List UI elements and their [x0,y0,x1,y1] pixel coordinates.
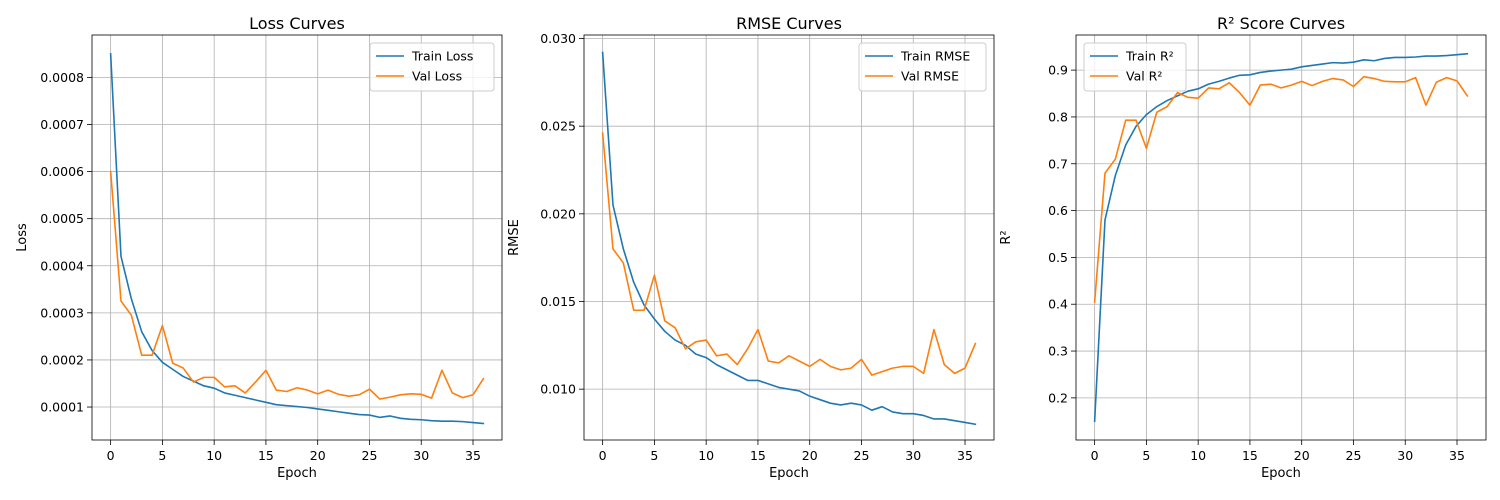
rmse-legend-val-label: Val RMSE [901,69,959,84]
loss-y-tick-label: 0.0005 [40,211,84,226]
rmse-val-series-line [601,132,977,376]
loss-panel: 0 5 10 15 20 25 30 35 0.0001 0.0002 0.0003 0.0004 0.… [15,14,503,481]
loss-y-tick-label: 0.0006 [40,164,84,179]
loss-chart-title: Loss Curves [249,14,345,33]
loss-x-tick-label: 35 [465,448,481,463]
r2-x-tick-label: 35 [1449,448,1465,463]
r2-y-tick-label: 0.5 [1048,250,1068,265]
loss-x-axis-label: Epoch [277,466,317,481]
loss-legend: Train Loss Val Loss [369,42,495,92]
rmse-y-tick-label: 0.010 [540,382,576,397]
loss-x-tick-label: 10 [206,448,222,463]
rmse-chart-title: RMSE Curves [736,14,842,33]
loss-y-axis-label: Loss [15,223,30,252]
r2-y-tick-label: 0.3 [1048,344,1068,359]
rmse-x-tick-label: 25 [854,448,870,463]
rmse-legend: Train RMSE Val RMSE [858,42,987,92]
loss-y-tick-label: 0.0008 [40,70,84,85]
loss-x-tick-label: 15 [258,448,274,463]
loss-legend-val-label: Val Loss [412,69,462,84]
rmse-y-axis-label: RMSE [507,219,522,256]
r2-x-tick-label: 30 [1397,448,1413,463]
loss-plot-frame [91,34,503,441]
loss-val-series-line [109,170,485,400]
r2-y-tick-label: 0.8 [1048,109,1068,124]
r2-legend-val-label: Val R² [1126,69,1162,84]
rmse-x-tick-label: 15 [750,448,766,463]
rmse-plot-frame [583,34,995,441]
r2-x-tick-label: 0 [1091,448,1099,463]
r2-x-tick-label: 25 [1346,448,1362,463]
rmse-x-tick-label: 35 [957,448,973,463]
r2-train-series-line [1093,52,1469,423]
rmse-legend-box [858,42,987,92]
loss-x-tick-label: 0 [107,448,115,463]
r2-plot-frame [1075,34,1487,441]
rmse-x-tick-label: 5 [650,448,658,463]
loss-x-tick-label: 20 [310,448,326,463]
rmse-x-tick-label: 20 [802,448,818,463]
rmse-train-series-line [601,51,977,426]
loss-y-tick-label: 0.0001 [40,400,84,415]
r2-x-axis-label: Epoch [1261,466,1301,481]
rmse-x-axis-label: Epoch [769,466,809,481]
r2-y-axis-label: R² [999,230,1014,244]
rmse-y-tick-label: 0.015 [540,294,576,309]
loss-x-tick-label: 5 [158,448,166,463]
loss-y-tick-label: 0.0002 [40,352,84,367]
loss-legend-train-label: Train Loss [411,49,473,64]
r2-x-tick-label: 5 [1142,448,1150,463]
r2-y-tick-label: 0.2 [1048,390,1068,405]
r2-y-tick-label: 0.6 [1048,203,1068,218]
rmse-legend-train-label: Train RMSE [900,49,970,64]
loss-y-tick-label: 0.0007 [40,117,84,132]
r2-x-tick-label: 15 [1242,448,1258,463]
r2-x-tick-label: 10 [1190,448,1206,463]
r2-legend-train-label: Train R² [1125,49,1174,64]
rmse-y-tick-label: 0.030 [540,31,576,46]
loss-y-tick-label: 0.0003 [40,305,84,320]
r2-x-tick-label: 20 [1294,448,1310,463]
loss-train-series-line [109,53,485,425]
r2-chart-title: R² Score Curves [1217,14,1345,33]
r2-y-tick-label: 0.9 [1048,63,1068,78]
loss-x-tick-label: 30 [413,448,429,463]
r2-y-tick-label: 0.7 [1048,156,1068,171]
r2-legend-box [1083,42,1187,92]
r2-legend: Train R² Val R² [1083,42,1187,92]
rmse-x-tick-label: 10 [698,448,714,463]
loss-legend-box [369,42,495,92]
rmse-x-tick-label: 0 [599,448,607,463]
r2-y-tick-label: 0.4 [1048,297,1068,312]
loss-x-tick-label: 25 [362,448,378,463]
rmse-y-tick-label: 0.025 [540,119,576,134]
r2-panel: 0 5 10 15 20 25 30 35 0.2 0.3 0.4 0.5 0.6 0.7 0.8 0.9 R… [999,14,1487,481]
rmse-x-tick-label: 30 [905,448,921,463]
rmse-y-tick-label: 0.020 [540,206,576,221]
r2-val-series-line [1093,75,1469,303]
loss-y-tick-label: 0.0004 [40,258,84,273]
rmse-panel: 0 5 10 15 20 25 30 350.0100.0150.0200.0250.030 … [507,14,995,481]
